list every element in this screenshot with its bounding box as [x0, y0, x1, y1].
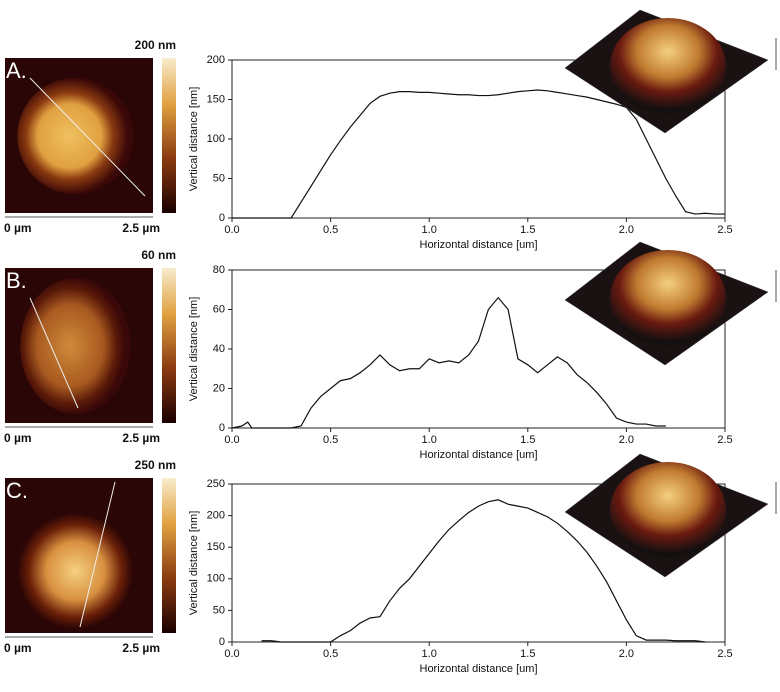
x-tick-label: 2.0 — [619, 224, 634, 236]
scan-line — [29, 297, 79, 409]
panel: C. 250 nm 0 µm 2.5 µm 0 50 100 150 200 250 0.0 0.5 1… — [4, 453, 777, 675]
y-tick-label: 80 — [213, 264, 225, 276]
plot-frame — [231, 483, 726, 643]
x-tick-label: 0.0 — [224, 434, 239, 446]
profile-line — [232, 89, 725, 219]
y-tick-label: 100 — [207, 573, 225, 585]
scale-x-label: 0 µm — [4, 641, 32, 655]
y-axis-title: Vertical distance [nm] — [188, 87, 200, 192]
panel: B. 60 nm 0 µm 2.5 µm 0 20 40 60 80 0.0 0.5 1.0 1.5 2.… — [4, 241, 777, 461]
panel-label: B. — [6, 268, 27, 293]
color-scale-max: 60 nm — [141, 248, 176, 262]
scale-x-label: 2.5 µm — [122, 641, 160, 655]
y-tick-label: 20 — [213, 382, 225, 394]
x-tick-label: 0.5 — [323, 224, 338, 236]
y-axis-title: Vertical distance [nm] — [188, 297, 200, 402]
x-tick-label: 1.0 — [422, 648, 437, 660]
x-tick-label: 2.5 — [717, 648, 732, 660]
color-scale-max: 200 nm — [135, 38, 176, 52]
y-tick-label: 50 — [213, 604, 225, 616]
x-axis-title: Horizontal distance [um] — [420, 663, 538, 675]
panel: A. 200 nm 0 µm 2.5 µm 0 50 100 150 200 0.0 0.5 1.0 1… — [4, 9, 777, 251]
x-tick-label: 0.5 — [323, 648, 338, 660]
particle — [17, 513, 134, 629]
scan-line — [79, 481, 116, 628]
x-tick-label: 1.5 — [520, 434, 535, 446]
y-tick-label: 200 — [207, 54, 225, 66]
x-axis-title: Horizontal distance [um] — [420, 449, 538, 461]
particle — [17, 78, 134, 194]
afm-3d-dome — [610, 18, 726, 114]
y-axis-title: Vertical distance [nm] — [188, 511, 200, 616]
y-tick-label: 100 — [207, 133, 225, 145]
x-axis-title: Horizontal distance [um] — [420, 239, 538, 251]
y-tick-label: 0 — [219, 422, 225, 434]
scale-x-label: 0 µm — [4, 431, 32, 445]
y-tick-label: 250 — [207, 478, 225, 490]
x-tick-label: 1.5 — [520, 224, 535, 236]
x-tick-label: 2.0 — [619, 434, 634, 446]
panel-label: C. — [6, 478, 28, 503]
color-bar — [162, 58, 176, 213]
x-tick-label: 0.0 — [224, 648, 239, 660]
color-bar — [162, 478, 176, 633]
y-tick-label: 50 — [213, 172, 225, 184]
x-tick-label: 0.5 — [323, 434, 338, 446]
y-tick-label: 40 — [213, 343, 225, 355]
x-tick-label: 1.0 — [422, 434, 437, 446]
y-tick-label: 150 — [207, 541, 225, 553]
x-tick-label: 2.0 — [619, 648, 634, 660]
scale-x-label: 0 µm — [4, 221, 32, 235]
y-tick-label: 150 — [207, 93, 225, 105]
afm-3d-dome — [610, 462, 726, 558]
x-tick-label: 0.0 — [224, 224, 239, 236]
y-tick-label: 0 — [219, 212, 225, 224]
profile-line — [231, 296, 666, 429]
profile-line — [261, 499, 706, 643]
x-tick-label: 1.0 — [422, 224, 437, 236]
color-scale-max: 250 nm — [135, 458, 176, 472]
scale-x-label: 2.5 µm — [122, 221, 160, 235]
particle — [20, 278, 131, 414]
y-tick-label: 200 — [207, 510, 225, 522]
scan-line — [29, 77, 146, 197]
afm-3d-dome — [610, 250, 726, 346]
y-tick-label: 0 — [219, 636, 225, 648]
panel-label: A. — [6, 58, 27, 83]
color-bar — [162, 268, 176, 423]
x-tick-label: 2.5 — [717, 224, 732, 236]
x-tick-label: 2.5 — [717, 434, 732, 446]
y-tick-label: 60 — [213, 303, 225, 315]
scale-x-label: 2.5 µm — [122, 431, 160, 445]
x-tick-label: 1.5 — [520, 648, 535, 660]
